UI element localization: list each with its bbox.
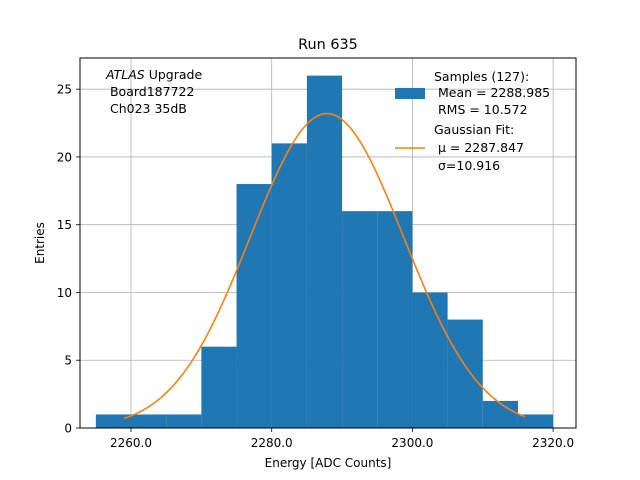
histogram-bar-0 xyxy=(95,414,132,428)
histogram-bar-4 xyxy=(236,184,272,428)
x-tick-label-3: 2320.0 xyxy=(532,436,574,450)
y-axis-ticks: 0 5 10 15 20 25 xyxy=(57,83,80,436)
plot-frame xyxy=(79,57,577,429)
y-tick-label-5: 25 xyxy=(57,83,72,97)
histogram-bar-6 xyxy=(306,75,343,428)
histogram-bar-7 xyxy=(342,211,378,428)
y-tick-label-4: 20 xyxy=(57,150,72,164)
histogram-bar-3 xyxy=(201,346,237,428)
annotation-upgrade: Upgrade xyxy=(145,67,203,82)
legend-hist-title: Samples (127): xyxy=(434,69,529,84)
annotation-atlas-italic: ATLAS xyxy=(105,67,145,82)
legend: Samples (127): Mean = 2288.985 RMS = 10.… xyxy=(395,69,550,173)
atlas-annotation: ATLAS Upgrade Board187722 Ch023 35dB xyxy=(105,67,202,116)
y-tick-label-2: 10 xyxy=(57,286,72,300)
legend-hist-rms: RMS = 10.572 xyxy=(434,102,528,117)
y-tick-label-0: 0 xyxy=(64,422,72,436)
x-tick-label-0: 2260.0 xyxy=(110,436,152,450)
annotation-channel: Ch023 35dB xyxy=(106,101,187,116)
x-axis-ticks: 2260.0 2280.0 2300.0 2320.0 xyxy=(110,428,574,450)
y-axis-label: Entries xyxy=(33,222,47,264)
gaussian-fit-layer xyxy=(123,112,526,420)
y-tick-label-1: 5 xyxy=(64,354,72,368)
legend-hist-mean: Mean = 2288.985 xyxy=(434,85,550,100)
gaussian-fit-curve xyxy=(123,112,526,420)
histogram-bar-5 xyxy=(271,143,307,428)
histogram-bar-11 xyxy=(482,400,518,428)
legend-hist-swatch xyxy=(395,88,425,99)
histogram-bar-12 xyxy=(517,414,554,428)
histogram-bar-2 xyxy=(166,414,202,428)
annotation-board: Board187722 xyxy=(106,84,194,99)
histogram-bars xyxy=(95,75,554,428)
legend-fit-title: Gaussian Fit: xyxy=(434,122,514,137)
x-tick-label-1: 2280.0 xyxy=(251,436,293,450)
y-tick-label-3: 15 xyxy=(57,218,72,232)
annotation-line-1: ATLAS Upgrade xyxy=(105,67,202,82)
x-axis-label: Energy [ADC Counts] xyxy=(265,456,392,470)
histogram-bar-1 xyxy=(131,414,167,428)
histogram-bar-9 xyxy=(412,292,448,428)
histogram-bar-10 xyxy=(447,319,483,428)
histogram-bar-8 xyxy=(377,211,413,428)
legend-fit-mu: μ = 2287.847 xyxy=(434,140,524,155)
x-tick-label-2: 2300.0 xyxy=(391,436,433,450)
legend-fit-sigma: σ=10.916 xyxy=(434,158,500,173)
chart-title: Run 635 xyxy=(298,37,358,53)
